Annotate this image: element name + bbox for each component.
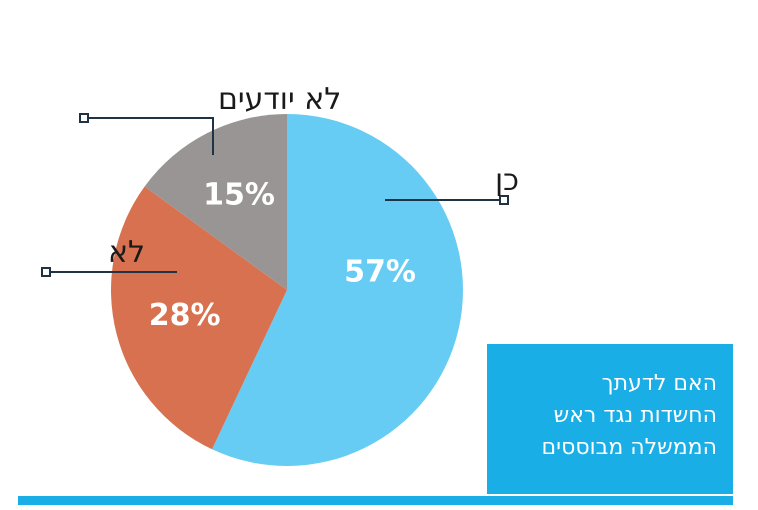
slice-value-label-yes: 57% bbox=[344, 255, 416, 290]
legend-label-no: לא bbox=[108, 235, 145, 270]
leader-marker-no bbox=[42, 268, 50, 276]
slice-value-label-no: 28% bbox=[149, 298, 221, 333]
legend-label-dont-know: לא יודעים bbox=[218, 82, 341, 117]
slice-value-label-dont-know: 15% bbox=[203, 177, 275, 212]
question-line-2: החשדות נגד ראש bbox=[487, 400, 717, 432]
question-line-1: האם לדעתך bbox=[487, 368, 717, 400]
legend-label-yes: כן bbox=[495, 163, 519, 198]
bottom-accent-bar bbox=[18, 496, 733, 505]
pie-slices bbox=[111, 114, 463, 466]
leader-marker-dont-know bbox=[80, 114, 88, 122]
question-box: האם לדעתך החשדות נגד ראש הממשלה מבוססים bbox=[487, 344, 733, 494]
question-line-3: הממשלה מבוססים bbox=[487, 432, 717, 464]
